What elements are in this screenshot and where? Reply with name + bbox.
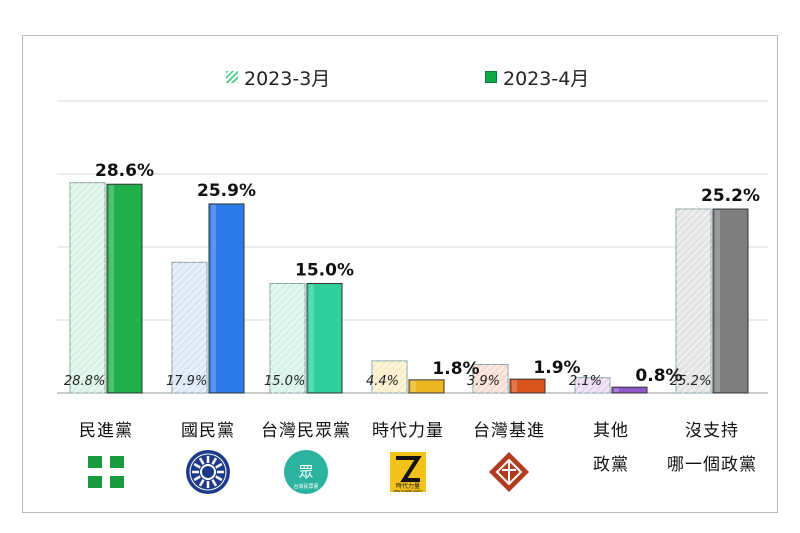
category-label: 政黨 (593, 455, 629, 475)
kmt-logo (184, 448, 232, 496)
bar-hatch-2023-3 (270, 283, 305, 393)
bar-2023-4 (611, 386, 648, 394)
data-label-2023-3: 25.2% (670, 374, 711, 389)
legend-item-april: 2023-4月 (485, 62, 589, 92)
category-label: 國民黨 (181, 421, 235, 441)
bar-highlight (109, 185, 114, 392)
data-label-2023-3: 2.1% (569, 374, 602, 389)
bar-highlight (512, 380, 517, 392)
bar-hatch-2023-3 (676, 209, 711, 393)
data-label-2023-4: 25.2% (701, 186, 760, 206)
bar-hatch-2023-3 (70, 182, 105, 393)
data-label-2023-4: 1.9% (533, 358, 580, 378)
category-label: 其他 (593, 421, 629, 441)
bar-highlight (614, 388, 619, 392)
svg-text:NEW POWER PARTY: NEW POWER PARTY (393, 489, 422, 493)
svg-text:台灣民眾黨: 台灣民眾黨 (293, 483, 318, 490)
legend-swatch-april (485, 71, 497, 83)
category-label: 哪一個政黨 (667, 455, 757, 475)
legend-swatch-march (226, 71, 238, 83)
category-label: 時代力量 (372, 421, 444, 441)
npp-logo: 時代力量 NEW POWER PARTY (384, 448, 432, 496)
data-label-2023-3: 15.0% (264, 374, 305, 389)
tsp-logo (485, 448, 533, 496)
bar-highlight (211, 204, 216, 392)
bar-hatch-2023-3 (473, 364, 508, 393)
bar-highlight (411, 380, 416, 392)
tpp-logo: 眾台灣民眾黨 (282, 448, 330, 496)
data-label-2023-4: 28.6% (95, 161, 154, 181)
data-label-2023-3: 17.9% (166, 374, 207, 389)
bar-2023-4 (306, 283, 343, 394)
bar-highlight (715, 210, 720, 392)
chart-legend: 2023-3月 2023-4月 (0, 62, 800, 92)
category-label: 台灣基進 (473, 421, 545, 441)
data-label-2023-3: 28.8% (64, 374, 105, 389)
bar-2023-4 (106, 183, 143, 394)
svg-text:時代力量: 時代力量 (396, 482, 420, 490)
data-label-2023-4: 1.8% (432, 359, 479, 379)
legend-item-march: 2023-3月 (226, 62, 330, 92)
data-label-2023-3: 4.4% (366, 374, 399, 389)
svg-text:眾: 眾 (298, 463, 313, 481)
category-label: 台灣民眾黨 (261, 421, 351, 441)
bar-2023-4 (712, 208, 749, 394)
bar-2023-4 (509, 378, 546, 394)
data-label-2023-4: 25.9% (197, 181, 256, 201)
legend-label-april: 2023-4月 (503, 67, 590, 90)
category-label: 沒支持 (685, 421, 739, 441)
data-label-2023-4: 15.0% (295, 261, 354, 281)
bar-highlight (309, 284, 314, 392)
chart-frame (22, 35, 778, 513)
dpp-logo (82, 448, 130, 496)
bar-2023-4 (208, 203, 245, 394)
bar-hatch-2023-3 (575, 377, 610, 393)
legend-label-march: 2023-3月 (244, 67, 331, 90)
data-label-2023-3: 3.9% (467, 374, 500, 389)
bar-hatch-2023-3 (172, 262, 207, 393)
data-label-2023-4: 0.8% (635, 366, 682, 386)
bar-hatch-2023-3 (372, 360, 407, 393)
category-label: 民進黨 (79, 421, 133, 441)
bar-2023-4 (408, 379, 445, 394)
